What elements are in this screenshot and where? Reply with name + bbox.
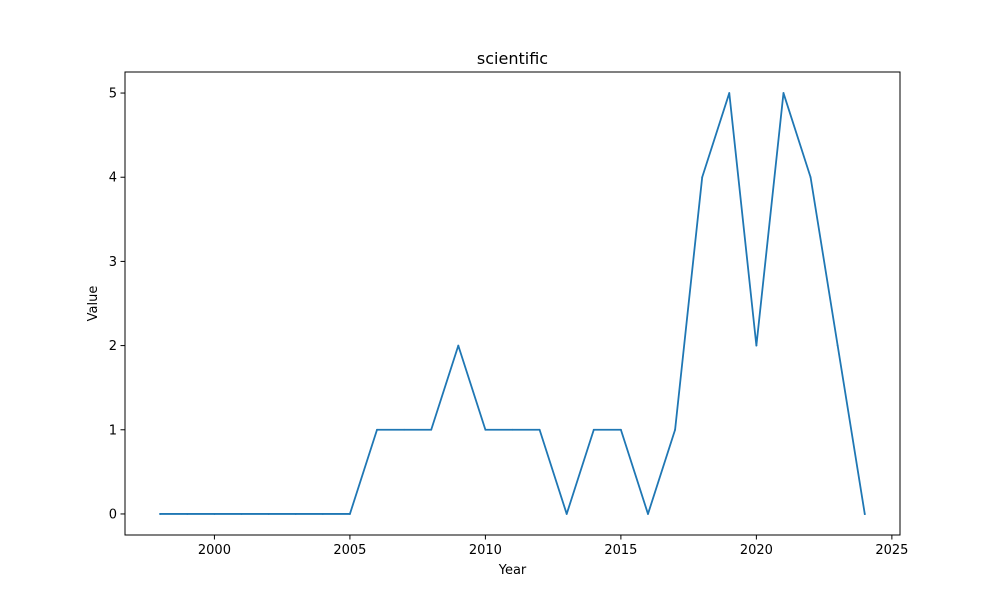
data-point — [647, 513, 649, 515]
y-tick-label: 4 — [109, 171, 117, 186]
data-point — [565, 513, 568, 515]
data-point — [457, 344, 460, 347]
data-point — [213, 513, 216, 515]
x-axis-ticks: 2000 2005 2010 2015 2020 2025 — [198, 535, 908, 558]
y-tick-label: 3 — [109, 255, 117, 270]
data-point — [863, 513, 866, 515]
x-axis-label: Year — [498, 563, 527, 578]
data-point — [159, 513, 162, 515]
y-tick-label: 2 — [109, 339, 117, 354]
x-tick-label: 2025 — [875, 543, 908, 558]
data-point — [376, 428, 378, 431]
data-point — [836, 344, 839, 347]
data-point — [511, 428, 514, 431]
chart-title: scientific — [477, 49, 548, 68]
data-point — [321, 513, 324, 515]
y-tick-label: 1 — [109, 423, 117, 438]
y-axis-label: Value — [86, 286, 101, 322]
data-point — [240, 513, 243, 515]
data-point — [701, 176, 704, 179]
series-line — [159, 92, 866, 515]
x-tick-label: 2010 — [469, 543, 502, 558]
data-point — [538, 428, 541, 431]
data-point — [782, 92, 785, 94]
y-tick-label: 5 — [109, 87, 117, 102]
data-point — [430, 428, 433, 431]
data-point — [809, 176, 812, 179]
x-tick-label: 2020 — [740, 543, 773, 558]
series-layer — [159, 92, 866, 515]
data-point — [294, 513, 297, 515]
data-point — [267, 513, 270, 515]
y-tick-label: 0 — [109, 507, 117, 522]
y-axis-ticks: 0 1 2 3 4 5 — [109, 87, 125, 522]
x-tick-label: 2000 — [198, 543, 231, 558]
data-point — [186, 513, 189, 515]
x-tick-label: 2015 — [604, 543, 637, 558]
x-tick-label: 2005 — [333, 543, 366, 558]
data-point — [674, 428, 676, 431]
data-point — [619, 428, 622, 431]
data-point — [349, 513, 351, 515]
data-point — [728, 92, 731, 94]
data-point — [484, 428, 487, 431]
data-point — [755, 344, 758, 347]
data-point — [403, 428, 406, 431]
plot-frame — [124, 71, 901, 536]
data-point — [592, 428, 595, 431]
